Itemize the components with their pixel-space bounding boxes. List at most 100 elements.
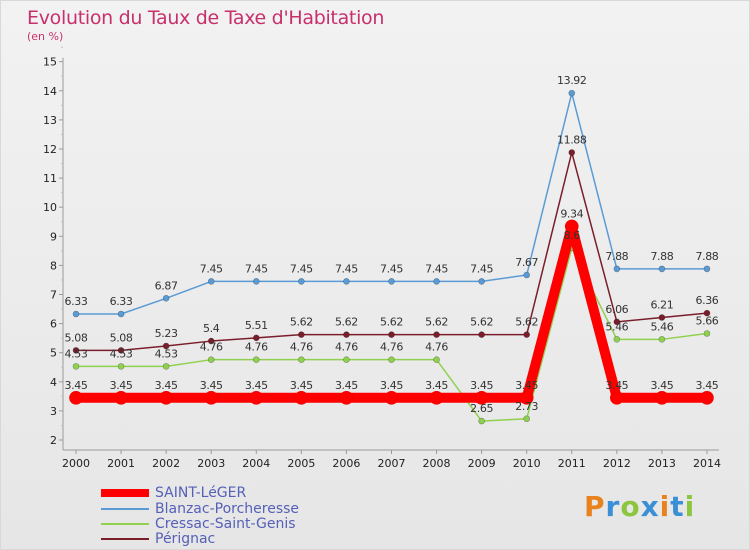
data-point: [159, 391, 173, 405]
data-point: [207, 278, 215, 285]
data-point: [343, 278, 350, 285]
data-label: 5.23: [155, 327, 178, 340]
data-point: [610, 391, 624, 405]
data-point: [343, 331, 350, 338]
data-point: [298, 278, 305, 285]
x-tick-label: 2008: [423, 457, 451, 470]
legend-label-saint-leger: SAINT-LéGER: [155, 485, 247, 501]
data-label: 7.45: [470, 262, 493, 275]
logo-letter: i: [684, 490, 696, 523]
data-point: [474, 391, 489, 405]
data-point: [700, 391, 714, 405]
data-label: 7.45: [245, 262, 268, 275]
data-label: 5.51: [245, 319, 268, 332]
x-tick-label: 2004: [242, 457, 270, 470]
legend-swatch-cressac: [101, 523, 149, 525]
data-point: [523, 415, 531, 423]
data-point: [249, 391, 264, 405]
data-label: 5.08: [110, 331, 133, 344]
data-label: 3.45: [380, 379, 403, 392]
data-point: [523, 331, 531, 338]
data-label: 4.76: [380, 341, 403, 354]
data-label: 3.45: [425, 379, 448, 392]
data-point: [703, 309, 711, 317]
data-point: [433, 356, 440, 363]
data-label: 7.45: [335, 262, 358, 275]
data-point: [478, 417, 485, 425]
data-point: [72, 347, 80, 354]
x-tick-label: 2010: [513, 457, 541, 470]
data-label: 5.62: [425, 316, 448, 329]
y-tick-label: 11: [43, 172, 57, 185]
data-point: [658, 336, 666, 343]
data-point: [388, 331, 395, 338]
x-tick-label: 2009: [468, 457, 496, 470]
x-tick-label: 2011: [558, 457, 586, 470]
logo-letter: o: [620, 490, 641, 523]
data-label: 3.45: [245, 379, 268, 392]
data-point: [613, 265, 621, 273]
data-label: 4.76: [200, 341, 223, 354]
data-label: 7.88: [696, 250, 719, 263]
data-label: 4.76: [245, 341, 268, 354]
x-tick-label: 2003: [197, 457, 225, 470]
legend-swatch-blanzac: [101, 508, 149, 510]
data-point: [343, 356, 350, 363]
data-label: 9.34: [560, 207, 583, 220]
x-tick-label: 2000: [62, 457, 90, 470]
legend-label-perignac: Pérignac: [155, 531, 216, 547]
y-tick-label: 4: [50, 376, 57, 389]
data-label: 7.45: [425, 262, 448, 275]
data-label: 7.88: [605, 250, 628, 263]
data-label: 7.88: [650, 250, 673, 263]
data-point: [252, 356, 260, 363]
data-point: [523, 271, 531, 279]
data-label: 5.4: [203, 322, 220, 335]
data-point: [429, 391, 444, 405]
data-point: [703, 265, 711, 273]
data-point: [384, 391, 399, 405]
data-point: [252, 278, 260, 285]
data-label: 8.6: [564, 229, 581, 242]
data-label: 6.33: [110, 295, 133, 308]
data-point: [207, 356, 215, 363]
data-point: [478, 331, 485, 338]
data-label: 7.45: [290, 262, 313, 275]
logo-letter: i: [659, 490, 671, 523]
data-point: [433, 278, 440, 285]
y-tick-label: 5: [50, 347, 57, 360]
data-point: [703, 330, 711, 337]
data-point: [613, 336, 621, 343]
data-point: [298, 356, 305, 363]
data-label: 4.76: [290, 341, 313, 354]
y-tick-label: 12: [43, 143, 57, 156]
data-label: 3.45: [290, 379, 313, 392]
data-point: [117, 310, 125, 318]
proxiti-logo: Proxiti: [584, 490, 695, 523]
data-point: [207, 337, 215, 345]
data-point: [162, 363, 170, 370]
logo-letter: t: [670, 490, 685, 523]
data-label: 7.45: [380, 262, 403, 275]
data-label: 5.66: [696, 314, 719, 327]
data-label: 3.45: [155, 379, 178, 392]
y-tick-label: 15: [43, 56, 57, 69]
x-tick-label: 2012: [603, 457, 631, 470]
data-label: 3.45: [335, 379, 358, 392]
data-point: [388, 278, 395, 285]
data-point: [564, 219, 579, 234]
data-point: [72, 310, 80, 318]
data-label: 3.45: [65, 379, 88, 392]
data-label: 13.92: [557, 74, 587, 87]
data-label: 5.46: [605, 320, 628, 333]
data-point: [478, 278, 485, 285]
data-point: [162, 342, 170, 350]
data-label: 6.21: [650, 298, 673, 311]
data-point: [72, 363, 80, 370]
data-point: [519, 391, 534, 405]
x-tick-label: 2007: [377, 457, 405, 470]
y-tick-label: 9: [50, 230, 57, 243]
data-label: 7.67: [515, 256, 538, 269]
